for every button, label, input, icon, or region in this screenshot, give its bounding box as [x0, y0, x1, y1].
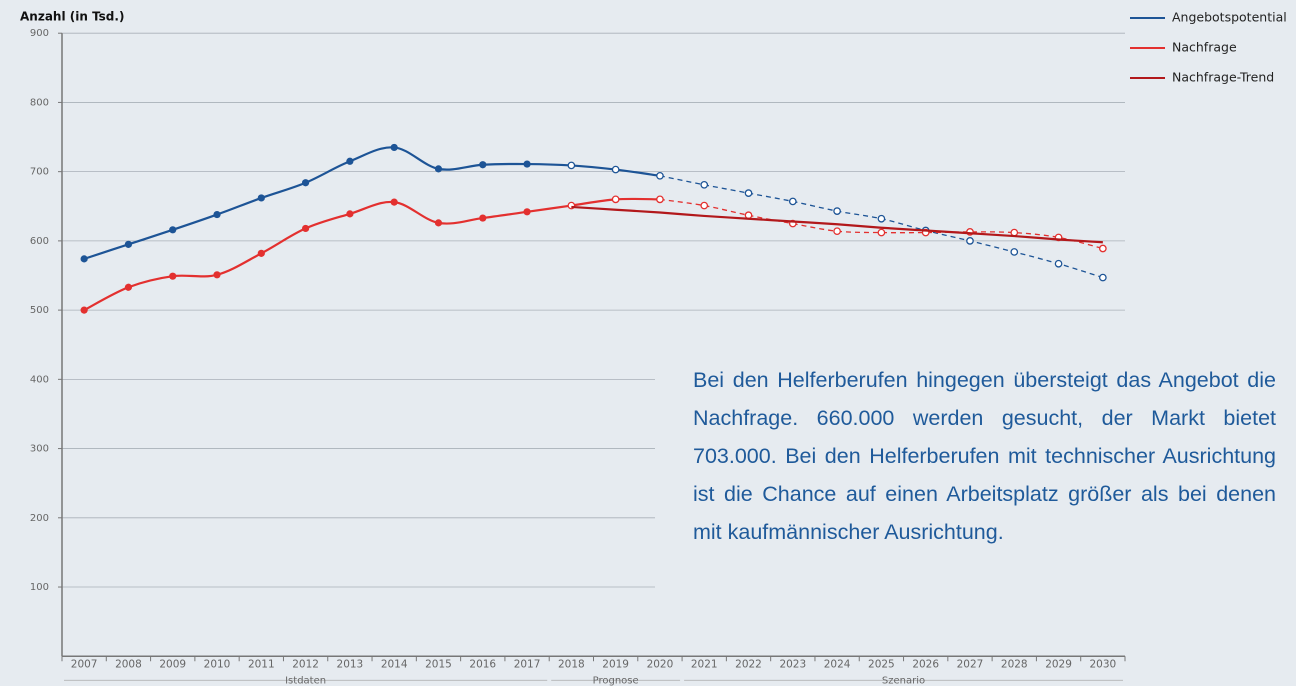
y-tick-label: 900: [30, 28, 49, 39]
y-tick-label: 200: [30, 513, 49, 524]
x-tick-label: 2019: [602, 658, 629, 670]
x-tick-label: 2026: [912, 658, 939, 670]
x-tick-label: 2025: [868, 658, 895, 670]
x-tick-label: 2022: [735, 658, 762, 670]
x-tick-label: 2011: [248, 658, 275, 670]
x-tick-label: 2024: [824, 658, 851, 670]
group-label: Prognose: [593, 675, 639, 686]
x-tick-label: 2027: [957, 658, 984, 670]
x-tick-label: 2013: [337, 658, 364, 670]
y-tick-label: 800: [30, 97, 49, 108]
x-tick-label: 2030: [1089, 658, 1116, 670]
x-tick-label: 2010: [204, 658, 231, 670]
y-tick-label: 600: [30, 236, 49, 247]
x-tick-label: 2029: [1045, 658, 1072, 670]
x-tick-label: 2021: [691, 658, 718, 670]
x-tick-label: 2012: [292, 658, 319, 670]
group-label: Istdaten: [285, 675, 326, 686]
y-tick-label: 100: [30, 582, 49, 593]
x-tick-label: 2018: [558, 658, 585, 670]
annotation: Bei den Helferberufen hingegen übersteig…: [693, 368, 1276, 544]
y-tick-label: 700: [30, 167, 49, 178]
x-tick-label: 2008: [115, 658, 142, 670]
x-tick-label: 2023: [779, 658, 806, 670]
x-tick-label: 2028: [1001, 658, 1028, 670]
x-tick-label: 2009: [159, 658, 186, 670]
x-tick-label: 2017: [514, 658, 541, 670]
x-tick-label: 2016: [469, 658, 496, 670]
y-tick-label: 400: [30, 374, 49, 385]
group-label: Szenario: [882, 675, 925, 686]
x-tick-label: 2007: [71, 658, 98, 670]
x-tick-label: 2015: [425, 658, 452, 670]
y-axis-label: Anzahl (in Tsd.): [20, 10, 124, 24]
annotation-box: Bei den Helferberufen hingegen übersteig…: [655, 335, 1296, 625]
y-tick-label: 500: [30, 305, 49, 316]
y-tick-label: 300: [30, 444, 49, 455]
x-tick-label: 2014: [381, 658, 408, 670]
x-tick-label: 2020: [647, 658, 674, 670]
